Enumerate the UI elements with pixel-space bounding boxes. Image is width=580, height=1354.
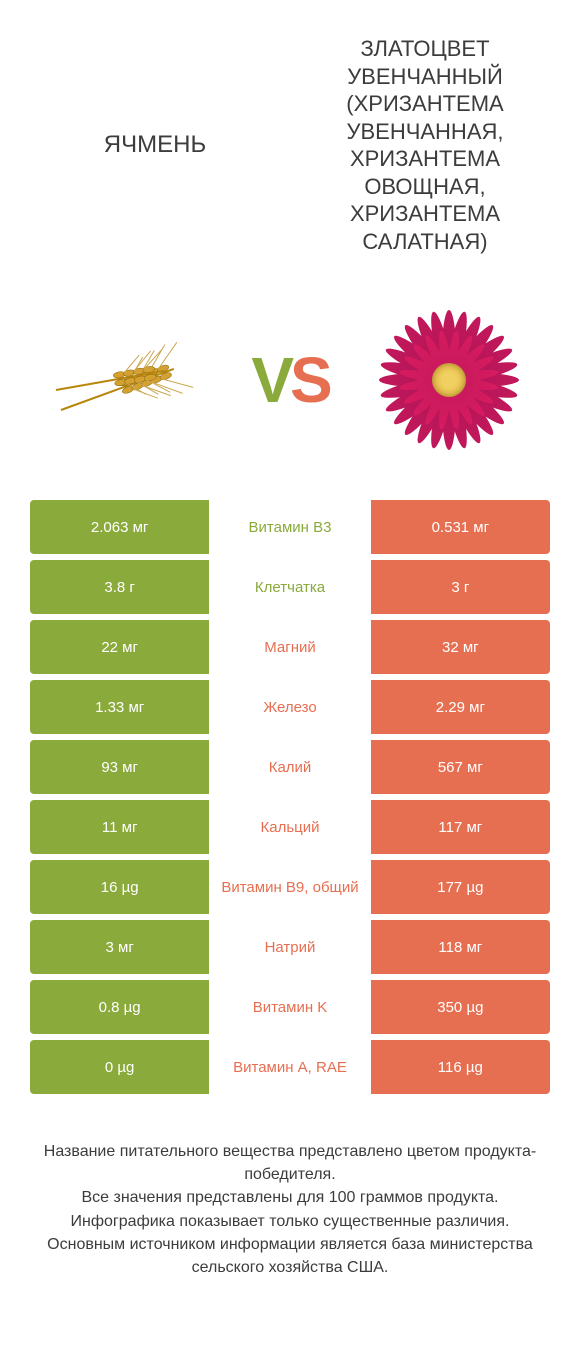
table-row: 3.8 гКлетчатка3 г <box>30 560 550 614</box>
nutrient-label: Клетчатка <box>209 560 370 614</box>
footnote-line: Инфографика показывает только существенн… <box>30 1210 550 1233</box>
right-title: ЗЛАТОЦВЕТ УВЕНЧАННЫЙ (ХРИЗАНТЕМА УВЕНЧАН… <box>290 35 560 255</box>
right-value: 0.531 мг <box>371 500 550 554</box>
left-image-slot <box>40 335 221 425</box>
barley-icon <box>51 335 211 425</box>
footnote-line: Название питательного вещества представл… <box>30 1140 550 1186</box>
vs-v: V <box>251 344 290 416</box>
nutrient-label: Натрий <box>209 920 370 974</box>
nutrient-label: Железо <box>209 680 370 734</box>
vs-row: VS <box>0 280 580 480</box>
table-row: 16 µgВитамин B9, общий177 µg <box>30 860 550 914</box>
nutrient-label: Витамин B9, общий <box>209 860 370 914</box>
header-right: ЗЛАТОЦВЕТ УВЕНЧАННЫЙ (ХРИЗАНТЕМА УВЕНЧАН… <box>290 35 560 255</box>
left-value: 22 мг <box>30 620 209 674</box>
comparison-table: 2.063 мгВитамин B30.531 мг 3.8 гКлетчатка… <box>0 480 580 1094</box>
table-row: 11 мгКальций117 мг <box>30 800 550 854</box>
right-value: 2.29 мг <box>371 680 550 734</box>
nutrient-label: Магний <box>209 620 370 674</box>
left-value: 0.8 µg <box>30 980 209 1034</box>
left-value: 0 µg <box>30 1040 209 1094</box>
right-value: 3 г <box>371 560 550 614</box>
left-value: 11 мг <box>30 800 209 854</box>
table-row: 0.8 µgВитамин K350 µg <box>30 980 550 1034</box>
table-row: 1.33 мгЖелезо2.29 мг <box>30 680 550 734</box>
left-title: ЯЧМЕНЬ <box>20 130 290 160</box>
right-value: 117 мг <box>371 800 550 854</box>
vs-label: VS <box>251 343 328 417</box>
right-value: 32 мг <box>371 620 550 674</box>
header: ЯЧМЕНЬ ЗЛАТОЦВЕТ УВЕНЧАННЫЙ (ХРИЗАНТЕМА … <box>0 0 580 280</box>
left-value: 3.8 г <box>30 560 209 614</box>
left-value: 2.063 мг <box>30 500 209 554</box>
right-value: 567 мг <box>371 740 550 794</box>
left-value: 1.33 мг <box>30 680 209 734</box>
chrysanthemum-icon <box>374 305 524 455</box>
right-value: 118 мг <box>371 920 550 974</box>
left-value: 93 мг <box>30 740 209 794</box>
right-image-slot <box>359 305 540 455</box>
nutrient-label: Витамин K <box>209 980 370 1034</box>
footnote-line: Основным источником информации является … <box>30 1233 550 1279</box>
left-value: 3 мг <box>30 920 209 974</box>
table-row: 0 µgВитамин A, RAE116 µg <box>30 1040 550 1094</box>
nutrient-label: Витамин A, RAE <box>209 1040 370 1094</box>
nutrient-label: Витамин B3 <box>209 500 370 554</box>
footnote: Название питательного вещества представл… <box>0 1100 580 1279</box>
table-row: 2.063 мгВитамин B30.531 мг <box>30 500 550 554</box>
nutrient-label: Калий <box>209 740 370 794</box>
table-row: 93 мгКалий567 мг <box>30 740 550 794</box>
right-value: 177 µg <box>371 860 550 914</box>
footnote-line: Все значения представлены для 100 граммо… <box>30 1186 550 1209</box>
vs-s: S <box>290 344 329 416</box>
right-value: 350 µg <box>371 980 550 1034</box>
table-row: 22 мгМагний32 мг <box>30 620 550 674</box>
nutrient-label: Кальций <box>209 800 370 854</box>
table-row: 3 мгНатрий118 мг <box>30 920 550 974</box>
right-value: 116 µg <box>371 1040 550 1094</box>
left-value: 16 µg <box>30 860 209 914</box>
header-left: ЯЧМЕНЬ <box>20 130 290 160</box>
